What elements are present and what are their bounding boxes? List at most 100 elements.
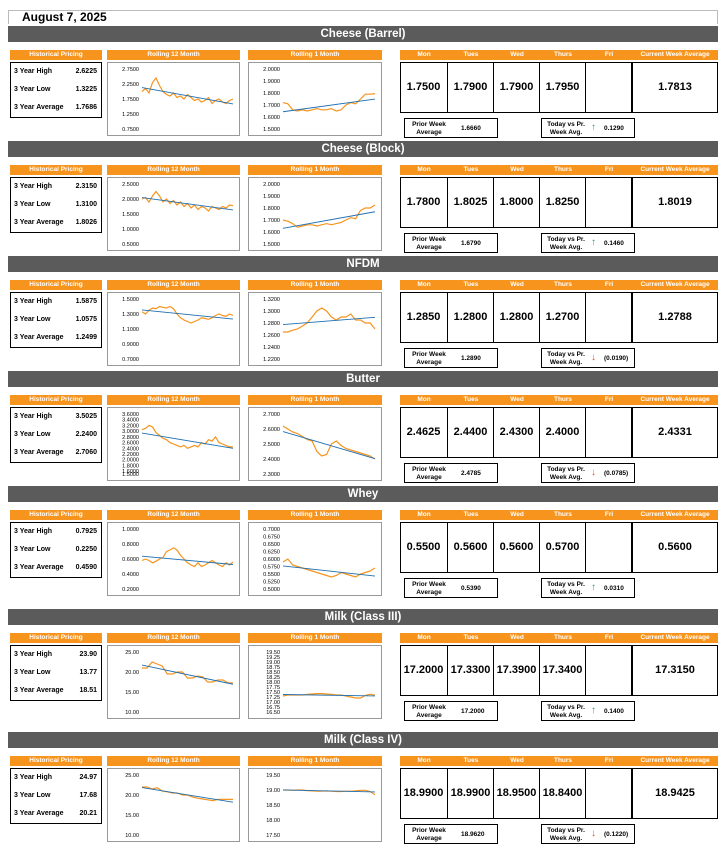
day-header-tues: Tues <box>448 633 494 643</box>
three-year-low-value: 13.77 <box>79 669 97 676</box>
today-vs-prior-line1: Today vs Pr. <box>547 581 585 588</box>
current-week-average-value: 2.4331 <box>658 426 692 438</box>
day-header-mon: Mon <box>400 510 448 520</box>
y-tick-label: 1.5000 <box>263 242 280 248</box>
current-week-average-box: 1.7813 <box>632 62 718 113</box>
y-tick-label: 10.00 <box>125 710 139 716</box>
arrow-down-icon: ↓ <box>591 352 596 363</box>
y-tick-label: 1.5000 <box>122 472 139 478</box>
y-tick-label: 1.8000 <box>122 463 139 469</box>
prior-week-average-value: 0.5390 <box>461 585 481 592</box>
rolling-1-month-chart: 2.7000 2.6000 2.5000 2.4000 2.3000 <box>248 407 382 481</box>
day-value-wed: 1.2800 <box>494 293 540 342</box>
today-vs-prior-line1: Today vs Pr. <box>547 704 585 711</box>
rolling-12-month-header: Rolling 12 Month <box>107 280 240 290</box>
day-header-thurs: Thurs <box>540 50 586 60</box>
day-header-thurs: Thurs <box>540 510 586 520</box>
historical-pricing-header: Historical Pricing <box>10 395 102 405</box>
rolling-12-month-chart: 25.00 20.00 15.00 10.00 <box>107 768 240 842</box>
trend-line <box>282 565 376 577</box>
price-series-line <box>142 661 233 684</box>
y-tick-label: 15.00 <box>125 690 139 696</box>
daily-prices-box: 1.7800 1.8025 1.8000 1.8250 <box>400 177 632 228</box>
y-tick-label: 0.5000 <box>263 587 280 593</box>
y-tick-label: 1.8000 <box>263 206 280 212</box>
three-year-low-row: 3 Year Low 1.0575 <box>11 311 101 329</box>
three-year-high-value: 3.5025 <box>75 413 97 420</box>
today-vs-prior-line2: Week Avg. <box>549 474 583 481</box>
historical-pricing-header: Historical Pricing <box>10 165 102 175</box>
today-vs-prior-value: 0.0310 <box>604 585 624 592</box>
prior-week-label-line1: Prior Week <box>412 827 446 834</box>
day-header-mon: Mon <box>400 280 448 290</box>
day-value-fri <box>586 646 632 695</box>
day-header-mon: Mon <box>400 165 448 175</box>
y-tick-label: 17.75 <box>266 685 280 691</box>
rolling-12-month-chart: 2.5000 2.0000 1.5000 1.0000 0.5000 <box>107 177 240 251</box>
current-week-average-value: 0.5600 <box>658 541 692 553</box>
three-year-average-value: 20.21 <box>79 810 97 817</box>
day-header-tues: Tues <box>448 756 494 766</box>
today-vs-prior-box: Today vs Pr. Week Avg. ↑ 0.1400 <box>541 701 635 721</box>
today-vs-prior-box: Today vs Pr. Week Avg. ↑ 0.0310 <box>541 578 635 598</box>
prior-week-average-label: Prior Week Average <box>408 581 450 597</box>
day-value-mon: 1.7500 <box>400 63 448 112</box>
prior-week-label-line2: Average <box>416 129 442 136</box>
y-tick-label: 16.75 <box>266 705 280 711</box>
three-year-low-label: 3 Year Low <box>14 669 51 676</box>
historical-pricing-box: 3 Year High 2.3150 3 Year Low 1.3100 3 Year … <box>10 177 102 233</box>
report-header-bar <box>8 10 718 24</box>
price-series-line <box>282 93 376 112</box>
rolling-12-month-header: Rolling 12 Month <box>107 395 240 405</box>
rolling-1-month-chart-svg: 1.3200 1.3000 1.2800 1.2600 1.2400 1.2200 <box>263 297 376 363</box>
trend-line <box>282 211 376 229</box>
report-date: August 7, 2025 <box>22 10 107 24</box>
historical-pricing-box: 3 Year High 24.97 3 Year Low 17.68 3 Year Av… <box>10 768 102 824</box>
prior-week-average-value: 1.6790 <box>461 240 481 247</box>
today-vs-prior-label: Today vs Pr. Week Avg. <box>545 236 587 252</box>
day-header-wed: Wed <box>494 633 540 643</box>
three-year-average-label: 3 Year Average <box>14 449 64 456</box>
day-value-fri <box>586 178 632 227</box>
current-week-average-box: 2.4331 <box>632 407 718 458</box>
prior-week-average-value: 1.2890 <box>461 355 481 362</box>
today-vs-prior-box: Today vs Pr. Week Avg. ↓ (0.0785) <box>541 463 635 483</box>
three-year-average-value: 0.4590 <box>75 564 97 571</box>
three-year-average-value: 1.2499 <box>75 334 97 341</box>
y-tick-label: 0.8000 <box>122 542 139 548</box>
y-tick-label: 17.50 <box>266 690 280 696</box>
today-vs-prior-box: Today vs Pr. Week Avg. ↑ 0.1460 <box>541 233 635 253</box>
y-tick-label: 2.2500 <box>122 82 139 88</box>
section-title: Whey <box>8 486 718 502</box>
arrow-down-icon: ↓ <box>591 467 596 478</box>
day-value-mon: 1.2850 <box>400 293 448 342</box>
day-header-thurs: Thurs <box>540 756 586 766</box>
day-value-mon: 1.7800 <box>400 178 448 227</box>
rolling-1-month-header: Rolling 1 Month <box>248 165 382 175</box>
three-year-low-row: 3 Year Low 17.68 <box>11 787 101 805</box>
y-tick-label: 0.5500 <box>263 572 280 578</box>
three-year-high-value: 1.5875 <box>75 298 97 305</box>
three-year-low-label: 3 Year Low <box>14 792 51 799</box>
current-week-average-header: Current Week Average <box>632 756 718 766</box>
historical-pricing-header: Historical Pricing <box>10 756 102 766</box>
rolling-1-month-header: Rolling 1 Month <box>248 756 382 766</box>
day-value-mon: 2.4625 <box>400 408 448 457</box>
section-butter: Butter Historical Pricing 3 Year High 3.502… <box>8 371 718 485</box>
y-tick-label: 19.00 <box>266 788 280 794</box>
trend-line <box>282 431 376 460</box>
today-vs-prior-value: 0.1460 <box>604 240 624 247</box>
y-tick-label: 17.25 <box>266 695 280 701</box>
day-value-thurs: 17.3400 <box>540 646 586 695</box>
three-year-average-label: 3 Year Average <box>14 564 64 571</box>
historical-pricing-header: Historical Pricing <box>10 280 102 290</box>
price-series-line <box>283 307 376 333</box>
today-vs-prior-label: Today vs Pr. Week Avg. <box>545 351 587 367</box>
three-year-average-row: 3 Year Average 20.21 <box>11 805 101 823</box>
three-year-low-value: 0.2250 <box>75 546 97 553</box>
y-tick-label: 2.6000 <box>263 427 280 433</box>
rolling-12-month-header: Rolling 12 Month <box>107 756 240 766</box>
rolling-1-month-header: Rolling 1 Month <box>248 280 382 290</box>
section-title: Milk (Class III) <box>8 609 718 625</box>
today-vs-prior-box: Today vs Pr. Week Avg. ↓ (0.1220) <box>541 824 635 844</box>
